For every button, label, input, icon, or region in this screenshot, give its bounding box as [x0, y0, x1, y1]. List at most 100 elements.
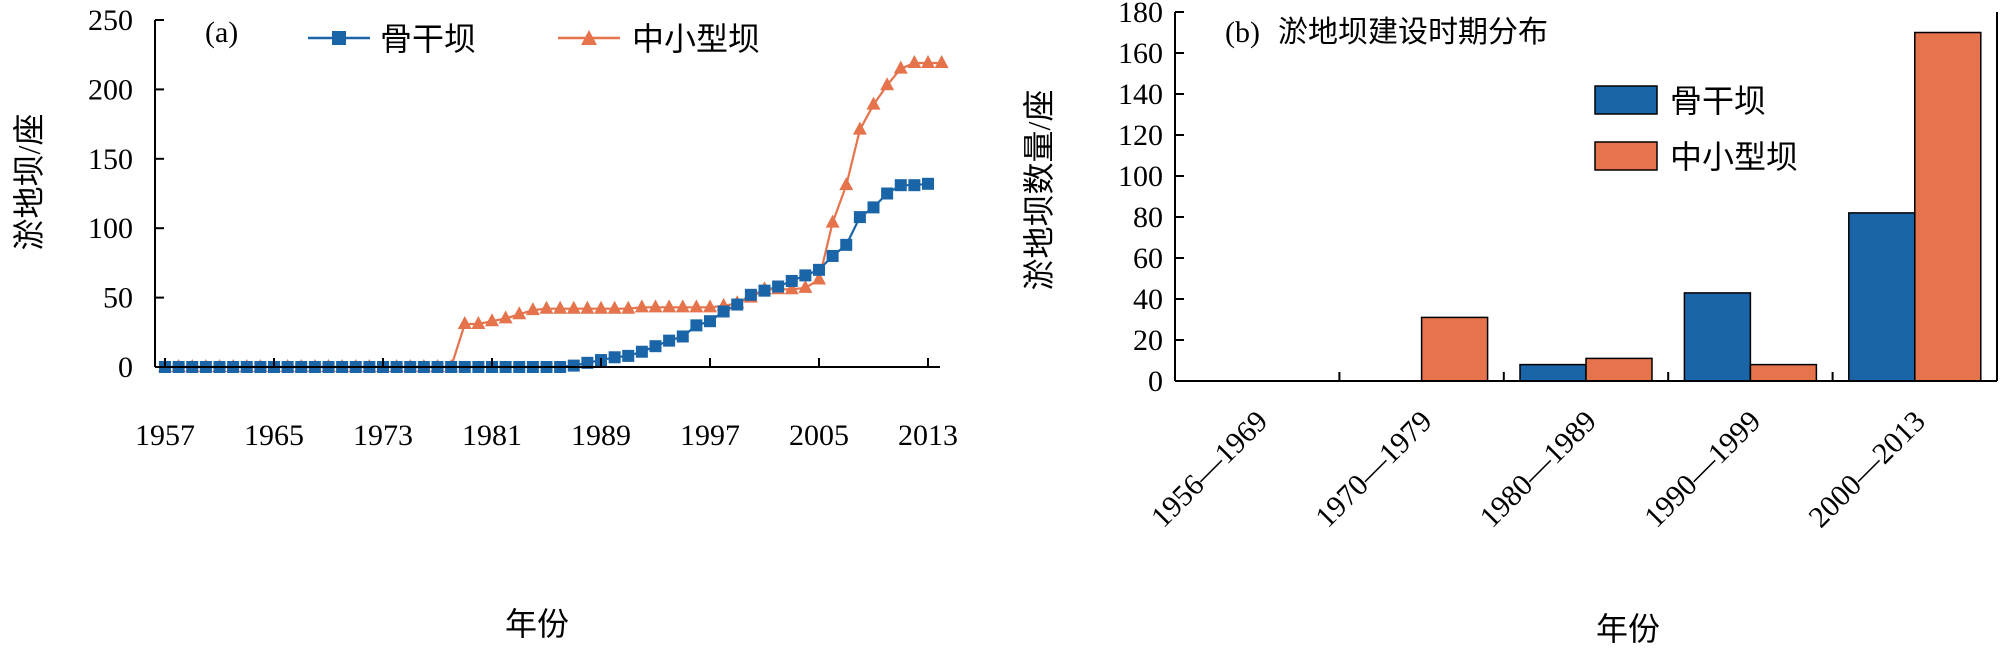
panel-a-y-tick-label: 200 [88, 73, 133, 106]
data-point-backbone [813, 263, 825, 276]
panel-a-y-tick-label: 0 [118, 351, 133, 384]
data-point-backbone [840, 238, 853, 251]
panel-b-y-tick-label: 60 [1133, 242, 1163, 275]
panel-b-label: (b) [1225, 16, 1260, 49]
legend-label-small: 中小型坝 [632, 21, 760, 57]
legend-swatch-small [1594, 141, 1658, 171]
panel-a-y-tick-label: 150 [88, 143, 133, 176]
panel-b-xlabel: 年份 [1596, 611, 1660, 647]
panel-b-legend: 骨干坝 中小型坝 [1594, 83, 1798, 175]
data-point-backbone [635, 345, 648, 358]
data-point-small [907, 55, 922, 69]
data-point-small [934, 55, 949, 69]
data-point-small [566, 300, 581, 314]
data-point-backbone [894, 179, 907, 192]
data-point-small [634, 299, 649, 313]
panel-a-y-tick-label: 100 [88, 212, 133, 245]
data-point-backbone [649, 340, 662, 353]
data-point-backbone [744, 288, 757, 301]
panel-a-x-tick-label: 2005 [789, 419, 849, 452]
data-point-backbone [676, 330, 689, 343]
data-point-backbone [704, 315, 716, 328]
panel-a-label: (a) [205, 16, 238, 49]
data-point-backbone [608, 351, 621, 364]
legend-item-small: 中小型坝 [558, 21, 760, 57]
data-point-backbone [758, 284, 771, 297]
legend-swatch-backbone [1594, 85, 1658, 115]
panel-b-y-tick-label: 180 [1118, 0, 1163, 29]
legend-label-small-b: 中小型坝 [1670, 139, 1798, 175]
series-line-small [165, 61, 942, 369]
panel-b-category-label: 1980—1989 [1474, 405, 1603, 534]
data-point-small [852, 121, 867, 135]
data-point-small [485, 313, 499, 327]
data-point-backbone [853, 211, 866, 224]
data-point-backbone [867, 201, 880, 214]
data-point-backbone [581, 356, 594, 369]
data-point-small [648, 299, 663, 313]
data-point-small [594, 300, 608, 314]
legend-square-marker [332, 31, 346, 45]
data-point-small [498, 310, 513, 324]
panel-a-plot-area [158, 55, 949, 373]
data-point-backbone [922, 177, 934, 190]
bar-backbone [1683, 292, 1752, 382]
data-point-small [621, 300, 636, 314]
legend-label-backbone-b: 骨干坝 [1670, 83, 1766, 119]
data-point-backbone [731, 298, 744, 311]
data-point-small [839, 177, 854, 191]
data-point-small [662, 299, 677, 313]
panel-b-y-tick-label: 40 [1133, 283, 1163, 316]
data-point-backbone [772, 280, 785, 293]
data-point-backbone [690, 319, 703, 332]
legend-item-backbone: 骨干坝 [308, 21, 476, 57]
data-point-small [539, 300, 554, 314]
panel-b-y-tick-label: 20 [1133, 324, 1163, 357]
bar-small [1585, 357, 1653, 382]
panel-a-xlabel: 年份 [505, 606, 569, 642]
data-point-small [525, 302, 540, 316]
data-point-small [784, 281, 799, 295]
panel-b-bar-chart: 0 20 40 60 80 100 120 140 160 180 1956—1969 1970—19… [1021, 0, 1998, 647]
data-point-backbone [799, 269, 812, 282]
panel-a-x-tick-label: 1989 [571, 419, 631, 452]
data-point-backbone [717, 305, 730, 318]
panel-b-y-tick-label: 80 [1133, 201, 1163, 234]
data-point-small [880, 77, 895, 91]
panel-b-category-label: 1990—1999 [1638, 405, 1767, 534]
data-point-small [703, 299, 717, 313]
panel-a-x-tick-label: 2013 [898, 419, 958, 452]
panel-a-legend: 骨干坝 中小型坝 [308, 21, 760, 57]
bar-small [1749, 363, 1818, 382]
panel-b-y-tick-label: 0 [1148, 365, 1163, 398]
panel-a-x-tick-label: 1997 [680, 419, 740, 452]
data-point-small [607, 300, 622, 314]
data-point-backbone [881, 187, 894, 200]
panel-b-category-label: 1956—1969 [1145, 405, 1274, 534]
bar-small [1914, 31, 1982, 382]
data-point-small [812, 271, 826, 285]
data-point-small [798, 279, 813, 293]
legend-item-small-b: 中小型坝 [1594, 139, 1798, 175]
legend-label-backbone: 骨干坝 [380, 21, 476, 57]
data-point-backbone [663, 334, 676, 347]
panel-a-x-tick-label: 1965 [244, 419, 304, 452]
panel-b-y-tick-label: 100 [1118, 160, 1163, 193]
panel-a-ylabel: 淤地坝/座 [11, 114, 47, 251]
data-point-backbone [622, 349, 635, 362]
panel-b-ylabel: 淤地坝数量/座 [1021, 90, 1057, 291]
panel-b-title: 淤地坝建设时期分布 [1278, 16, 1548, 49]
panel-a-line-chart: 0 50 100 150 200 250 1957 1965 1973 1981 1989 1997 2… [11, 4, 958, 642]
data-point-backbone [567, 359, 580, 372]
legend-triangle-marker [581, 30, 597, 45]
panel-a-x-tick-label: 1957 [135, 419, 195, 452]
panel-b-y-tick-label: 120 [1118, 119, 1163, 152]
data-point-small [689, 299, 704, 313]
data-point-small [512, 306, 527, 320]
data-point-small [553, 300, 568, 314]
bar-small [1420, 316, 1489, 382]
panel-a-x-tick-label: 1981 [462, 419, 522, 452]
panel-b-y-tick-label: 160 [1118, 37, 1163, 70]
panel-a-x-tick-label: 1973 [353, 419, 413, 452]
